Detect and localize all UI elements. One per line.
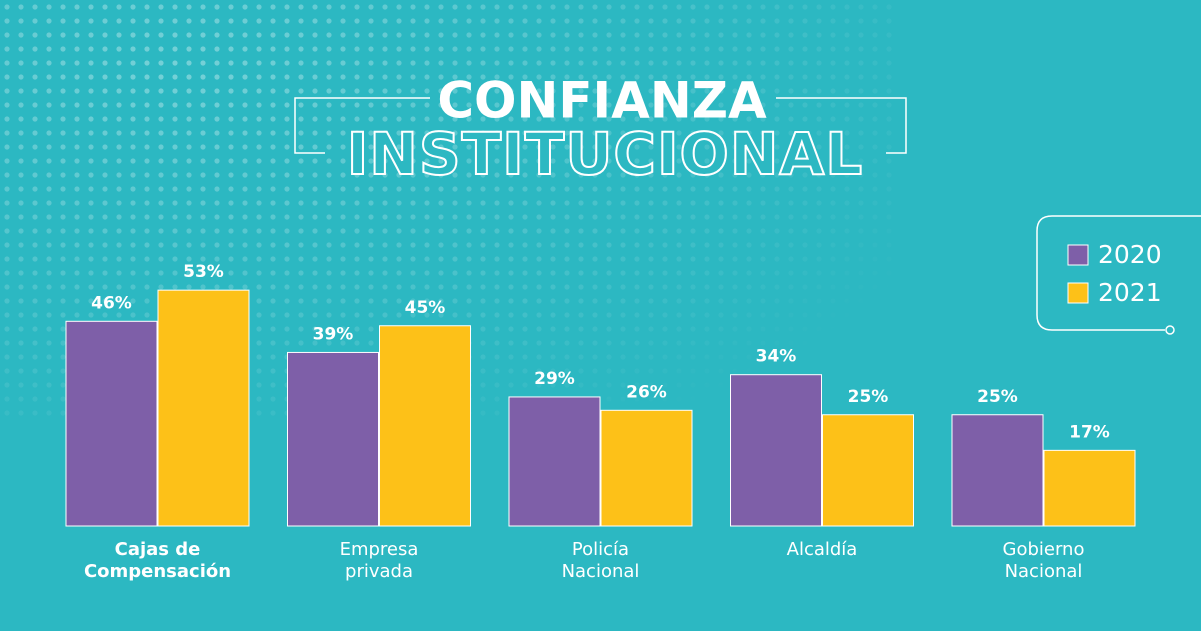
x-tick-label: Empresa privada	[340, 539, 419, 582]
value-label: 46%	[91, 293, 132, 313]
value-label: 53%	[183, 262, 224, 282]
bar	[287, 351, 379, 527]
x-tick-label-line: Nacional	[1005, 561, 1083, 582]
value-label: 25%	[848, 387, 889, 407]
value-label: 34%	[756, 347, 797, 367]
value-label: 39%	[313, 324, 354, 344]
legend: 2020 2021	[1036, 215, 1201, 335]
bar	[157, 289, 250, 527]
legend-swatch	[1067, 282, 1089, 304]
value-label: 45%	[405, 298, 446, 318]
bar	[600, 409, 693, 527]
x-tick-label-line: Nacional	[562, 561, 640, 582]
legend-swatch	[1067, 244, 1089, 266]
value-label: 25%	[977, 387, 1018, 407]
x-tick-label-line: Cajas de	[115, 539, 201, 560]
legend-dot	[1165, 325, 1175, 335]
x-tick-label-line: Compensación	[84, 561, 231, 582]
bar	[730, 374, 822, 527]
bar	[822, 414, 914, 527]
bar	[65, 320, 158, 527]
x-tick-label-line: Gobierno	[1003, 539, 1085, 560]
x-tick-label: Gobierno Nacional	[1003, 539, 1085, 582]
bar	[379, 325, 471, 527]
x-tick-label-line: Policía	[572, 539, 629, 560]
value-label: 17%	[1069, 422, 1110, 442]
chart-title: CONFIANZA	[437, 72, 767, 130]
x-tick-label-line: Empresa	[340, 539, 419, 560]
x-tick-label: Cajas de Compensación	[84, 539, 231, 582]
title-frame	[294, 97, 907, 154]
legend-frame	[1036, 215, 1201, 331]
value-label: 29%	[534, 369, 575, 389]
bar	[951, 414, 1044, 527]
x-tick-label: Policía Nacional	[562, 539, 640, 582]
x-tick-label-line: Alcaldía	[787, 539, 858, 560]
legend-label: 2021	[1098, 278, 1162, 307]
x-tick-label: Alcaldía	[787, 539, 858, 560]
bar	[1043, 449, 1136, 527]
x-tick-label-line: privada	[345, 561, 413, 582]
legend-label: 2020	[1098, 240, 1162, 269]
chart-subtitle: INSTITUCIONAL	[347, 120, 864, 188]
value-label: 26%	[626, 382, 667, 402]
bar	[508, 396, 601, 527]
